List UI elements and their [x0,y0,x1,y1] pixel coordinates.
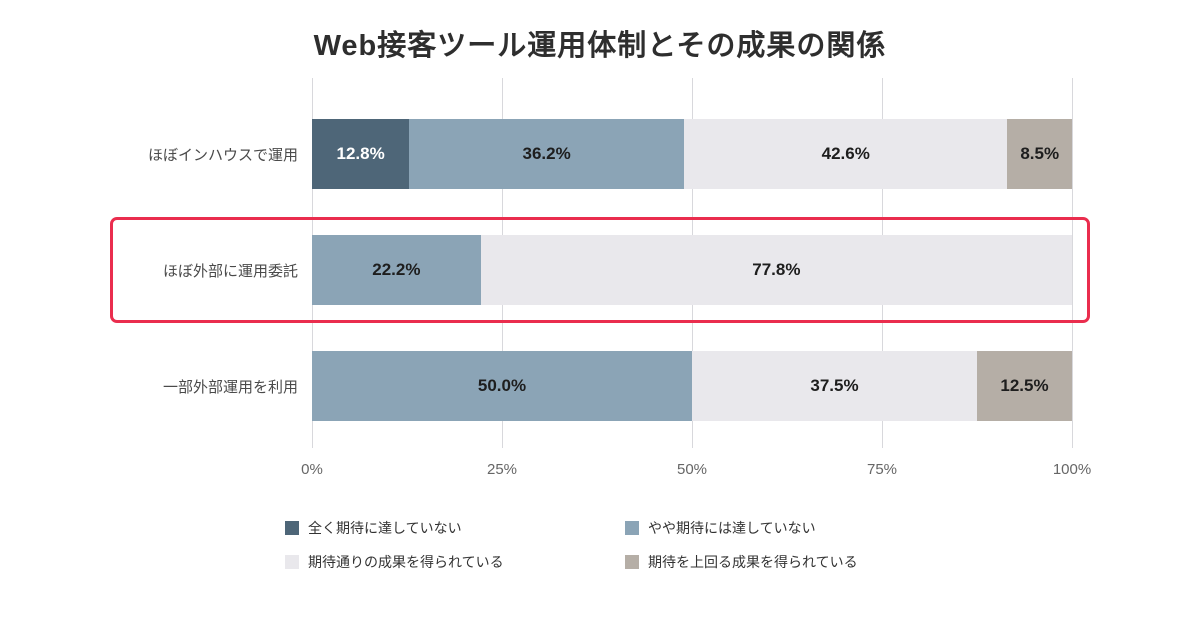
bar-value-label: 12.5% [1000,376,1049,395]
bar-segment: 37.5% [692,351,977,421]
chart-title: Web接客ツール運用体制とその成果の関係 [313,30,887,62]
x-axis: 0% 25% 50% 75% 100% [301,460,1091,482]
category-label: 一部外部運用を利用 [162,378,298,396]
bar-value-label: 37.5% [810,376,859,395]
chart-row: ほぼ外部に運用委託 22.2% 77.8% [110,212,1072,328]
bar-track: 12.8% 36.2% 42.6% 8.5% [312,119,1072,189]
legend-swatch [625,521,639,535]
bar-track: 50.0% 37.5% 12.5% [312,351,1072,421]
category-label: ほぼ外部に運用委託 [162,262,298,280]
bar-segment: 42.6% [684,119,1008,189]
legend: 全く期待に達していない やや期待には達していない期待通りの成果を得られている 期待を… [285,518,985,572]
bar-segment: 12.8% [312,119,410,189]
chart-row: 一部外部運用を利用 50.0% 37.5% 12.5% [110,328,1072,444]
x-axis-tick-label: 50% [676,461,708,478]
x-axis-tick-label: 25% [486,461,518,478]
bar-segment: 22.2% [312,235,481,305]
bar-segment: 77.8% [480,235,1072,305]
x-axis-tick-label: 100% [1052,461,1092,478]
chart-rows: ほぼインハウスで運用 12.8% 36.2% 42.6% 8.5% ほぼ外部に運用委託 22… [110,78,1072,444]
bar-segment: 12.5% [977,351,1072,421]
legend-label: やや期待には達していない [648,520,816,536]
bar-value-label: 22.2% [372,260,421,279]
bar-segment: 50.0% [312,351,692,421]
legend-item: 全く期待に達していない [285,518,625,538]
legend-label: 全く期待に達していない [308,520,462,536]
chart-row: ほぼインハウスで運用 12.8% 36.2% 42.6% 8.5% [110,96,1072,212]
legend-swatch [625,555,639,569]
bar-value-label: 12.8% [336,144,385,163]
bar-value-label: 42.6% [821,144,870,163]
legend-label: 期待通りの成果を得られている [308,554,504,570]
bar-value-label: 50.0% [477,376,527,395]
legend-item: やや期待には達していない [625,518,985,538]
chart-area: ほぼインハウスで運用 12.8% 36.2% 42.6% 8.5% ほぼ外部に運用委託 22… [110,78,1090,448]
bar-segment: 8.5% [1007,119,1072,189]
bar-track: 22.2% 77.8% [312,235,1072,305]
bar-segment: 36.2% [409,119,685,189]
legend-swatch [285,555,299,569]
bar-value-label: 36.2% [522,144,571,163]
bar-value-label: 8.5% [1020,144,1060,163]
legend-label: 期待を上回る成果を得られている [648,554,858,570]
bar-value-label: 77.8% [752,260,801,279]
legend-swatch [285,521,299,535]
x-axis-tick-label: 0% [301,461,323,478]
legend-item: 期待を上回る成果を得られている [625,552,985,572]
category-label: ほぼインハウスで運用 [147,146,298,164]
x-axis-tick-label: 75% [866,461,898,478]
gridline [1072,78,1073,448]
legend-item: 期待通りの成果を得られている [285,552,625,572]
